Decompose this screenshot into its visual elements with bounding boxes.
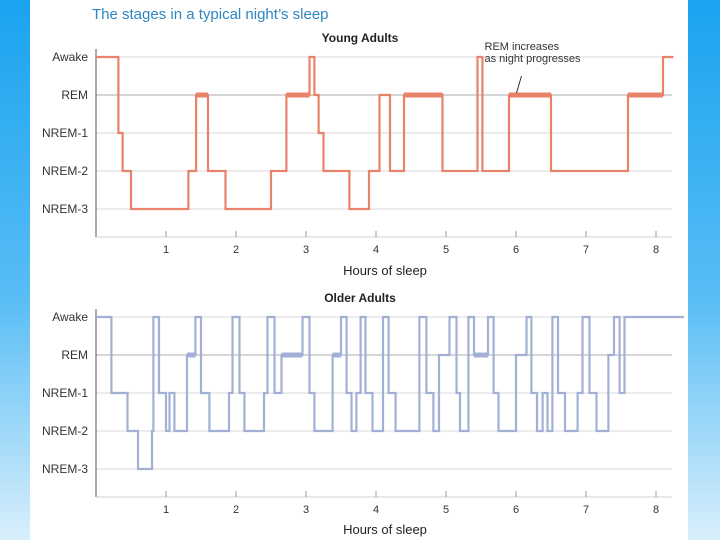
older-stage-label: REM bbox=[61, 348, 88, 362]
older-tick-label: 7 bbox=[583, 504, 589, 516]
young-tick-label: 1 bbox=[163, 244, 169, 256]
young-tick-label: 5 bbox=[443, 244, 449, 256]
young-stage-labels: Awake REM NREM-1 NREM-2 NREM-3 bbox=[42, 50, 88, 216]
sleep-stage-charts: The stages in a typical night’s sleep Yo… bbox=[42, 6, 684, 537]
older-stage-label: NREM-2 bbox=[42, 424, 88, 438]
older-tick-label: 6 bbox=[513, 504, 519, 516]
young-tick-label: 4 bbox=[373, 244, 379, 256]
rem-annotation-pointer bbox=[516, 75, 522, 94]
rem-annotation-text: REM increases bbox=[485, 41, 560, 53]
older-adults-title: Older Adults bbox=[324, 291, 396, 305]
young-x-axis-title: Hours of sleep bbox=[343, 263, 427, 278]
older-stage-label: NREM-1 bbox=[42, 386, 88, 400]
young-stage-label: Awake bbox=[52, 50, 88, 64]
young-adults-title: Young Adults bbox=[322, 31, 399, 45]
young-stage-label: NREM-2 bbox=[42, 164, 88, 178]
older-stage-label: Awake bbox=[52, 310, 88, 324]
young-tick-label: 3 bbox=[303, 244, 309, 256]
young-stage-label: NREM-1 bbox=[42, 126, 88, 140]
older-tick-label: 3 bbox=[303, 504, 309, 516]
young-series bbox=[96, 55, 674, 211]
young-sleep-stage-line bbox=[96, 55, 674, 211]
older-tick-label: 1 bbox=[163, 504, 169, 516]
older-x-axis-title: Hours of sleep bbox=[343, 522, 427, 537]
young-adults-chart: Young Adults AwakeREMNREM-1NREM-2NREM-3 … bbox=[42, 31, 674, 278]
young-tick-label: 7 bbox=[583, 244, 589, 256]
rem-annotation-text: as night progresses bbox=[485, 53, 581, 65]
older-stage-label: NREM-3 bbox=[42, 462, 88, 476]
young-tick-label: 6 bbox=[513, 244, 519, 256]
slide-panel: The stages in a typical night’s sleep Yo… bbox=[30, 0, 688, 540]
young-stage-label: NREM-3 bbox=[42, 202, 88, 216]
young-x-ticks: 1 2 3 4 5 6 7 8 bbox=[163, 231, 659, 256]
older-tick-label: 8 bbox=[653, 504, 659, 516]
older-series bbox=[96, 315, 684, 471]
older-adults-chart: Older Adults AwakeREMNREM-1NREM-2NREM-3 … bbox=[42, 291, 684, 537]
young-stage-label: REM bbox=[61, 88, 88, 102]
young-tick-label: 8 bbox=[653, 244, 659, 256]
older-sleep-stage-line bbox=[96, 315, 684, 471]
older-tick-label: 2 bbox=[233, 504, 239, 516]
older-stage-labels: Awake REM NREM-1 NREM-2 NREM-3 bbox=[42, 310, 88, 476]
figure-title: The stages in a typical night’s sleep bbox=[92, 6, 329, 23]
older-tick-label: 5 bbox=[443, 504, 449, 516]
young-tick-label: 2 bbox=[233, 244, 239, 256]
older-x-ticks: 1 2 3 4 5 6 7 8 bbox=[163, 491, 659, 516]
older-tick-label: 4 bbox=[373, 504, 379, 516]
